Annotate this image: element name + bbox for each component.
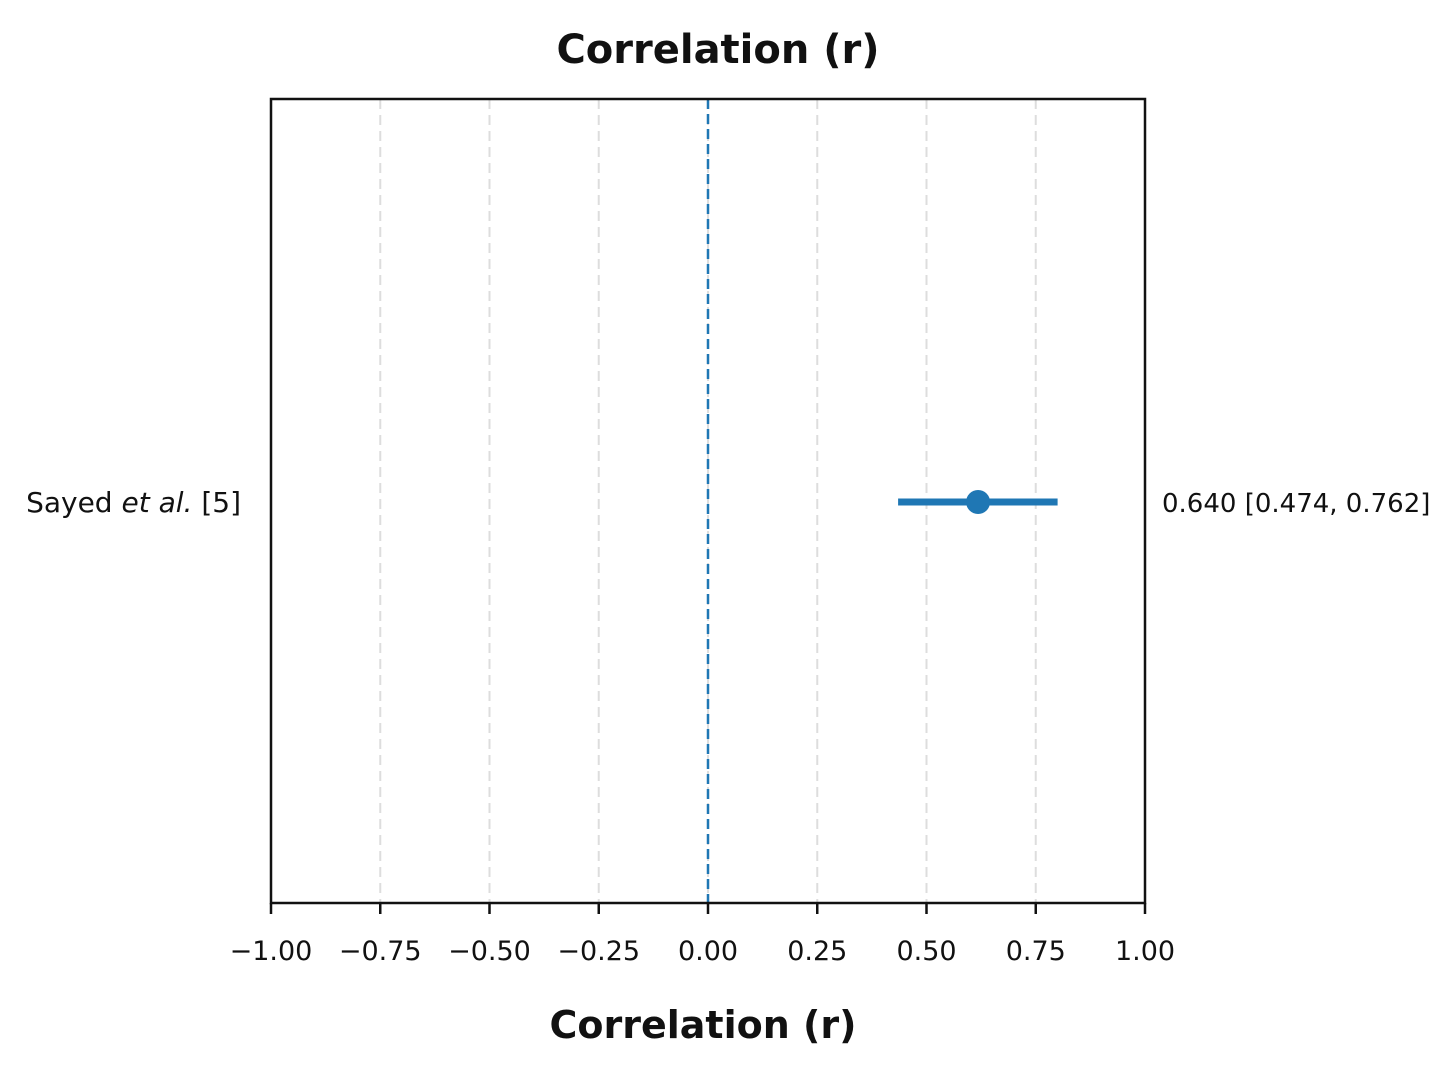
x-axis-ticks: −1.00 −0.75 −0.50 −0.25 0.00 0.25 0.50 0.75 1.00 [230, 903, 1175, 967]
x-axis-label: Correlation (r) [550, 1003, 857, 1047]
x-tick-label-1: −0.75 [339, 936, 422, 967]
study-row: Sayed et al. [5] 0.640 [0.474, 0.762] [26, 486, 1430, 519]
x-tick-label-8: 1.00 [1115, 936, 1175, 967]
estimate-label: 0.640 [0.474, 0.762] [1162, 489, 1430, 519]
x-tick-label-5: 0.25 [787, 936, 847, 967]
x-tick-label-7: 0.75 [1006, 936, 1066, 967]
x-tick-label-3: −0.25 [557, 936, 640, 967]
x-tick-label-6: 0.50 [896, 936, 956, 967]
x-tick-label-4: 0.00 [678, 936, 738, 967]
estimate-point [966, 490, 991, 514]
x-tick-label-2: −0.50 [448, 936, 531, 967]
study-label: Sayed et al. [5] [26, 486, 241, 519]
study-rows: Sayed et al. [5] 0.640 [0.474, 0.762] [26, 486, 1430, 519]
x-tick-label-0: −1.00 [230, 936, 313, 967]
chart-title: Correlation (r) [556, 27, 879, 73]
